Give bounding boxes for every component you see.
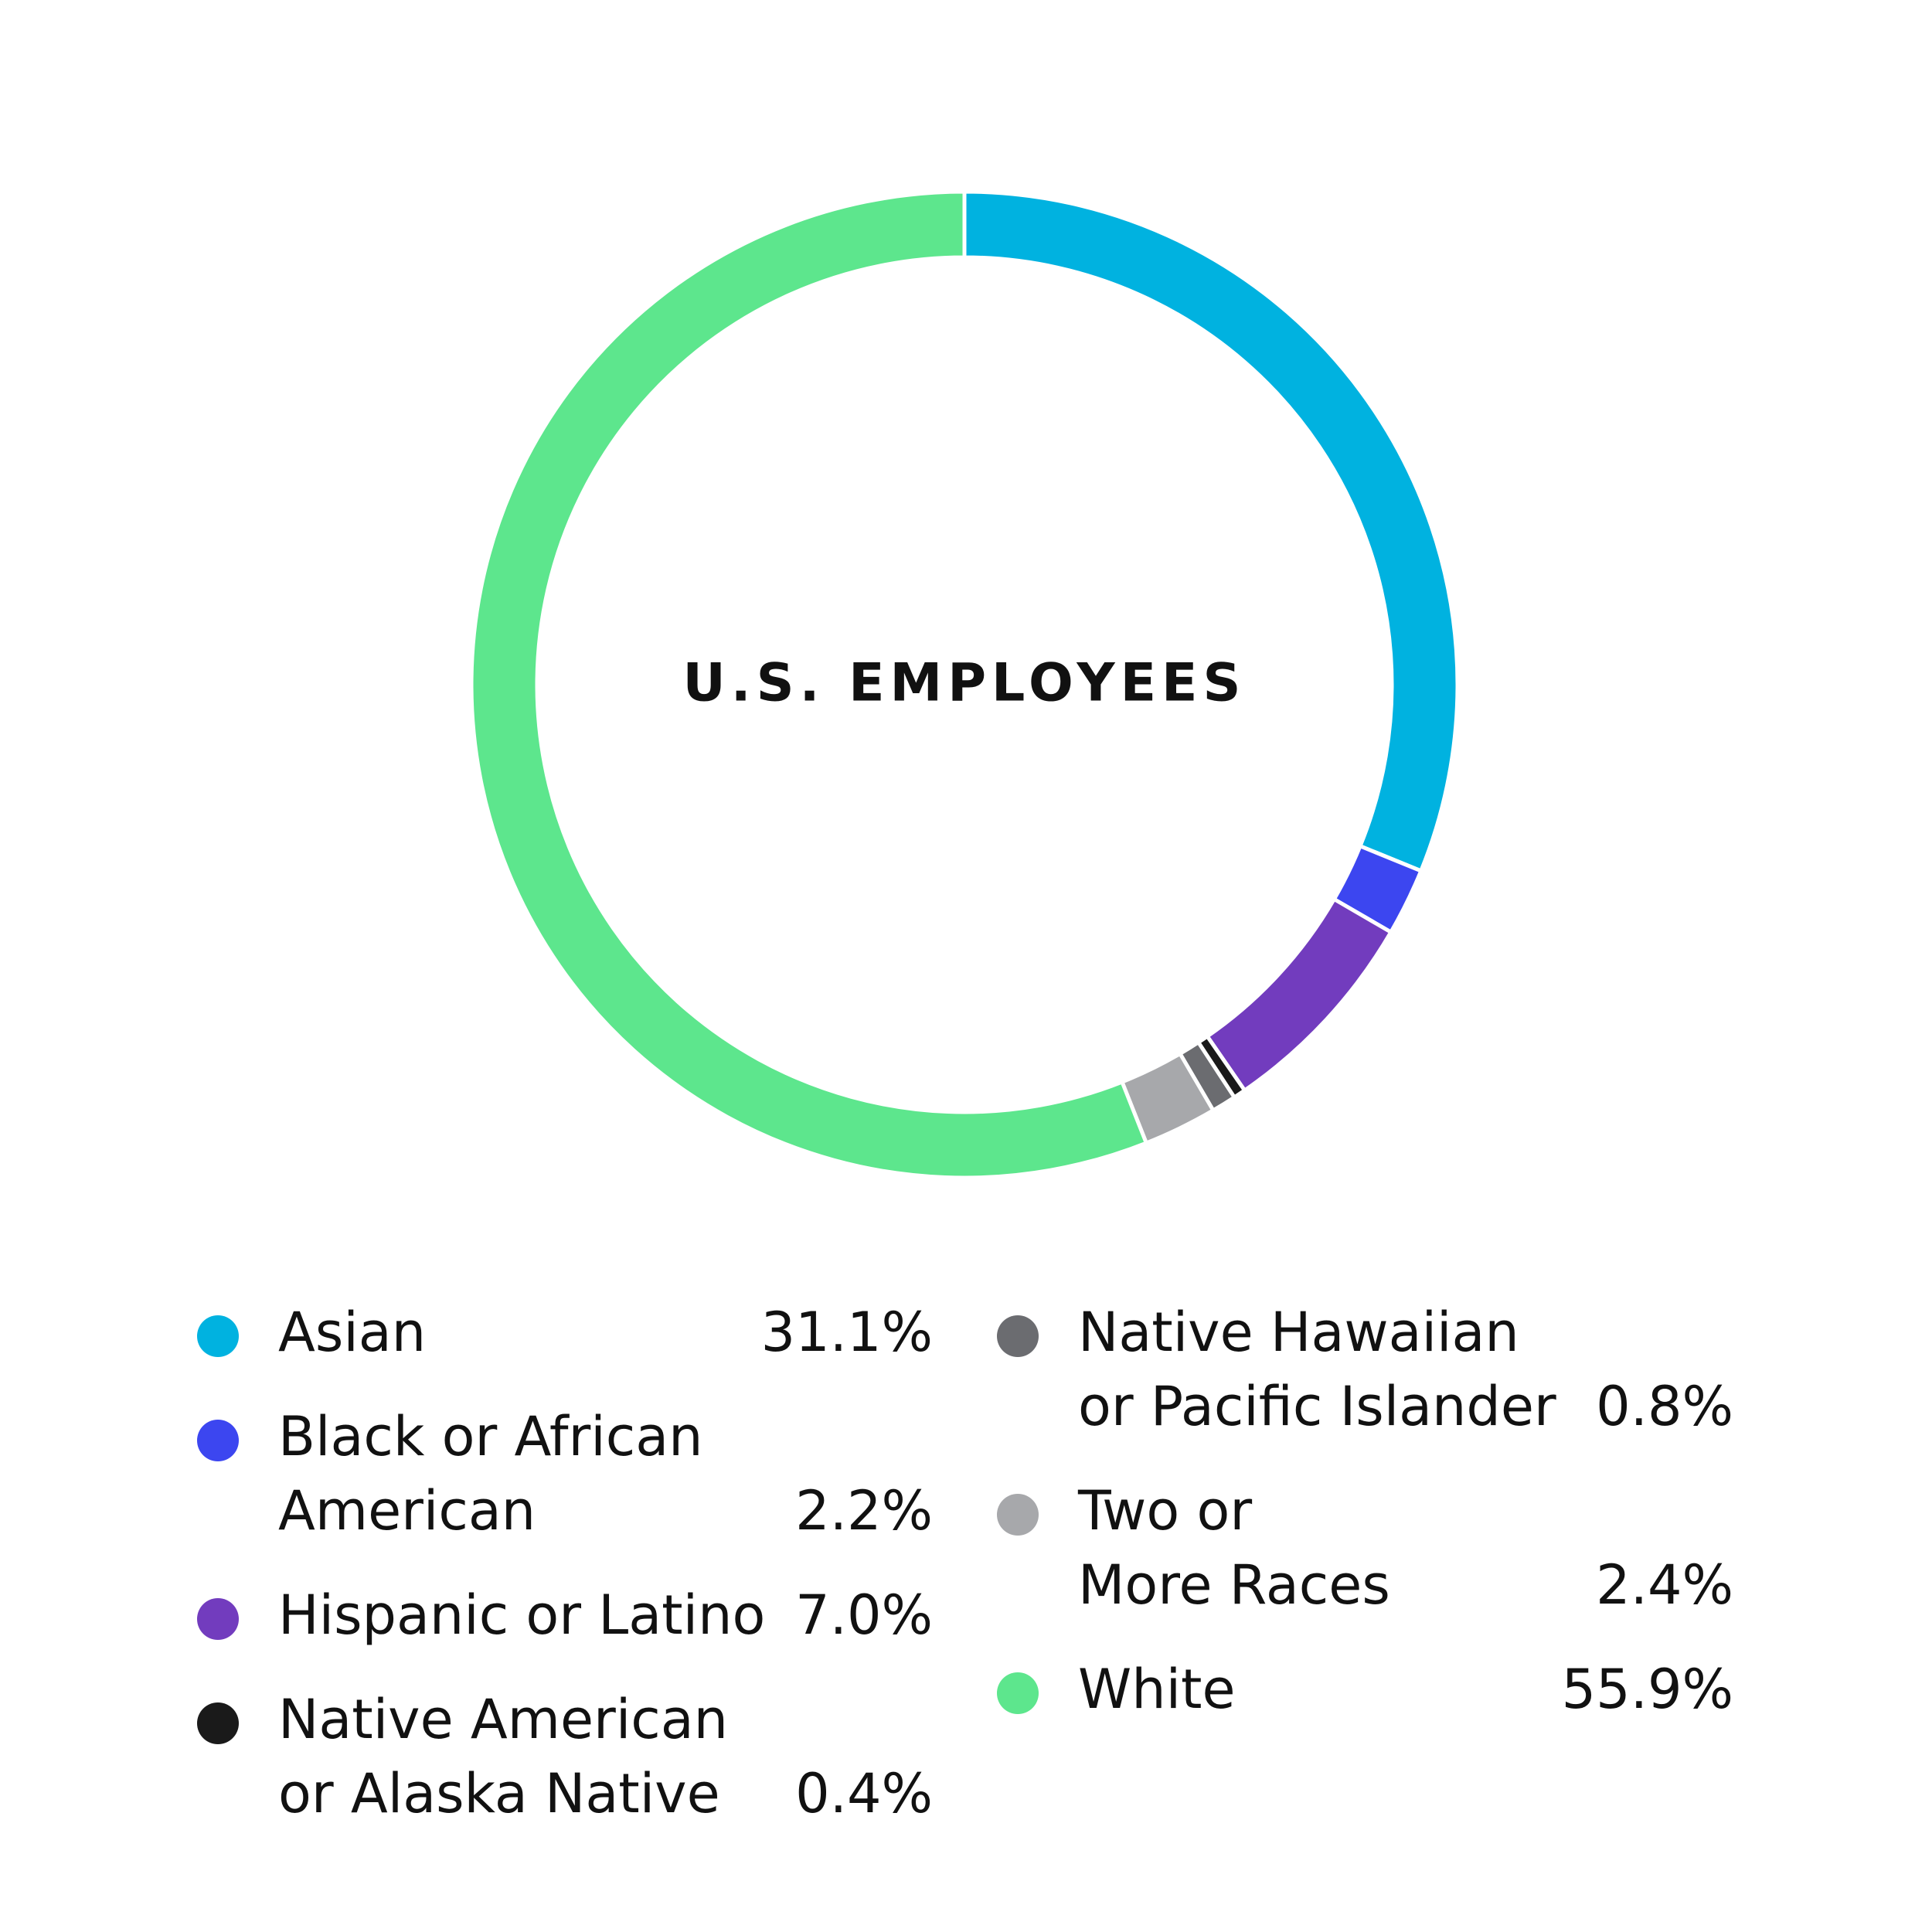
legend-label: Hispanic or Latino [278,1583,765,1647]
legend-label: White [1078,1658,1236,1721]
donut-segment [962,189,1460,874]
legend-value: 2.4% [1596,1553,1733,1617]
legend-marker [197,1702,239,1744]
donut-segment [469,189,1149,1180]
chart-title: U.S. EMPLOYEES [683,653,1247,714]
legend-marker [997,1494,1039,1536]
legend-label: Two or More Races [1077,1479,1390,1617]
legend-marker [997,1672,1039,1714]
legend-marker [997,1315,1039,1357]
legend-label: Black or African American [278,1405,703,1543]
donut-segment [1204,896,1394,1094]
legend-value: 2.2% [795,1479,933,1543]
legend-label: Native Hawaiian or Pacific Islander [1078,1301,1556,1438]
legend-value: 55.9% [1562,1658,1733,1721]
legend-marker [197,1420,239,1461]
legend-label: Native American or Alaska Native [278,1688,728,1825]
legend-marker [197,1315,239,1357]
legend-marker [197,1598,239,1640]
legend-value: 0.4% [795,1762,933,1825]
legend-label: Asian [278,1301,426,1364]
legend-value: 0.8% [1596,1375,1733,1438]
legend-value: 7.0% [795,1583,933,1647]
legend-value: 31.1% [761,1301,933,1364]
